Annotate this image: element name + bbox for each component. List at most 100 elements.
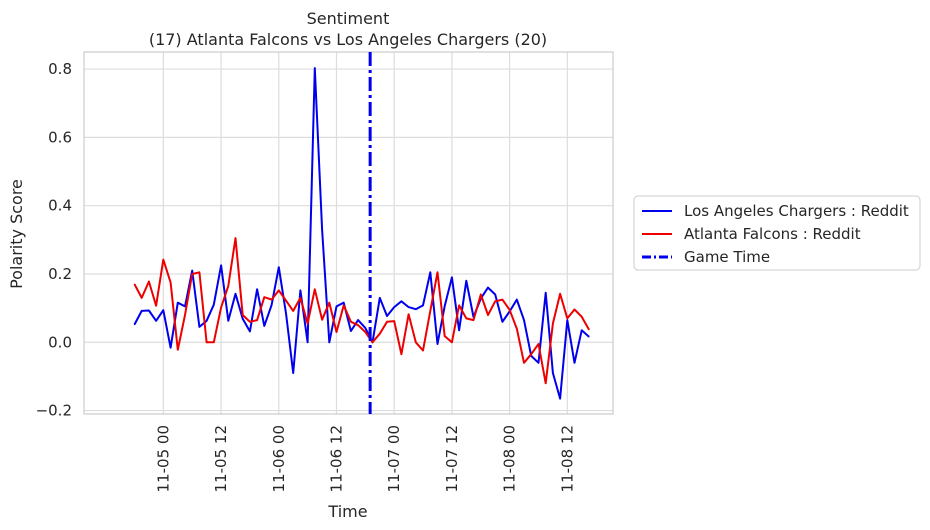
- data-point: [343, 302, 345, 304]
- y-tick-label: 0.4: [48, 197, 72, 215]
- y-axis-label: Polarity Score: [7, 179, 26, 289]
- data-point: [242, 318, 244, 320]
- data-point: [162, 259, 164, 261]
- data-point: [400, 300, 402, 302]
- data-point: [191, 269, 193, 272]
- series-lines: [133, 67, 590, 400]
- data-point: [393, 320, 395, 322]
- falcons-reddit-line: [133, 237, 590, 385]
- data-point: [141, 310, 143, 312]
- data-point: [133, 323, 136, 326]
- data-point: [206, 341, 208, 343]
- x-tick-label: 11-07 00: [385, 425, 403, 492]
- data-point: [141, 297, 143, 299]
- data-point: [198, 326, 201, 328]
- data-point: [566, 317, 568, 319]
- data-point: [169, 281, 172, 284]
- data-point: [184, 314, 186, 316]
- data-point: [321, 228, 323, 231]
- data-point: [588, 329, 590, 331]
- data-point: [270, 298, 273, 301]
- data-point: [537, 362, 540, 364]
- data-point: [220, 264, 222, 267]
- data-point: [213, 341, 215, 343]
- data-point: [494, 293, 496, 296]
- data-point: [292, 372, 294, 374]
- data-point: [458, 329, 460, 331]
- data-point: [227, 320, 229, 322]
- data-point: [148, 309, 150, 312]
- data-point: [191, 273, 193, 275]
- data-point: [451, 341, 453, 343]
- data-point: [444, 335, 446, 337]
- data-point: [198, 271, 201, 273]
- data-point: [162, 309, 164, 311]
- data-point: [249, 321, 251, 323]
- data-point: [213, 304, 215, 306]
- x-tick-label: 11-08 00: [501, 425, 519, 492]
- data-point: [501, 321, 503, 323]
- data-point: [220, 306, 222, 309]
- data-point: [393, 306, 395, 308]
- data-point: [480, 293, 482, 296]
- data-point: [588, 336, 590, 338]
- data-point: [379, 297, 381, 299]
- data-point: [335, 331, 338, 333]
- data-point: [422, 304, 424, 306]
- data-point: [465, 317, 467, 319]
- x-axis-ticks: 11-05 00 11-05 12 11-06 00 11-06 12 11-07 00…: [154, 425, 576, 492]
- data-point: [581, 329, 583, 331]
- data-point: [321, 319, 323, 321]
- data-point: [307, 341, 309, 343]
- legend-label-chargers: Los Angeles Chargers : Reddit: [684, 202, 909, 220]
- data-point: [285, 300, 287, 302]
- data-point: [371, 341, 374, 343]
- chart-subtitle: (17) Atlanta Falcons vs Los Angeles Char…: [149, 30, 547, 49]
- data-point: [545, 292, 547, 294]
- data-point: [350, 321, 352, 323]
- data-point: [501, 298, 503, 301]
- y-tick-label: −0.2: [36, 402, 72, 420]
- y-tick-label: 0.0: [48, 333, 72, 351]
- y-axis-ticks: −0.2 0.0 0.2 0.4 0.6 0.8: [36, 60, 72, 420]
- x-tick-label: 11-07 12: [443, 425, 461, 492]
- data-point: [386, 315, 388, 317]
- grid-lines: [84, 52, 613, 414]
- data-point: [234, 237, 237, 239]
- data-point: [386, 321, 388, 323]
- data-point: [408, 313, 410, 315]
- data-point: [566, 319, 568, 321]
- data-point: [537, 343, 540, 345]
- legend-label-falcons: Atlanta Falcons : Reddit: [684, 225, 861, 243]
- data-point: [263, 296, 265, 298]
- legend-box: [633, 195, 921, 271]
- data-point: [523, 319, 525, 321]
- data-point: [458, 304, 460, 306]
- data-point: [436, 343, 439, 345]
- data-point: [307, 322, 309, 325]
- data-point: [242, 314, 244, 316]
- data-point: [299, 289, 302, 291]
- data-point: [350, 330, 352, 332]
- chart-title: Sentiment: [307, 9, 390, 28]
- x-tick-label: 11-05 12: [212, 425, 230, 492]
- legend: Los Angeles Chargers : Reddit Atlanta Fa…: [633, 195, 921, 271]
- data-point: [249, 330, 251, 332]
- data-point: [444, 305, 446, 307]
- y-tick-label: 0.8: [48, 60, 72, 78]
- data-point: [545, 382, 547, 384]
- data-point: [169, 347, 172, 349]
- x-axis-label: Time: [327, 502, 367, 521]
- data-point: [314, 288, 316, 290]
- x-tick-label: 11-08 12: [558, 425, 576, 492]
- data-point: [314, 67, 316, 69]
- data-point: [422, 349, 424, 352]
- data-point: [415, 341, 417, 343]
- data-point: [343, 304, 345, 306]
- data-point: [472, 319, 475, 321]
- data-point: [227, 285, 229, 287]
- data-point: [270, 304, 273, 306]
- data-point: [184, 305, 186, 308]
- data-point: [487, 314, 489, 316]
- data-point: [335, 305, 338, 308]
